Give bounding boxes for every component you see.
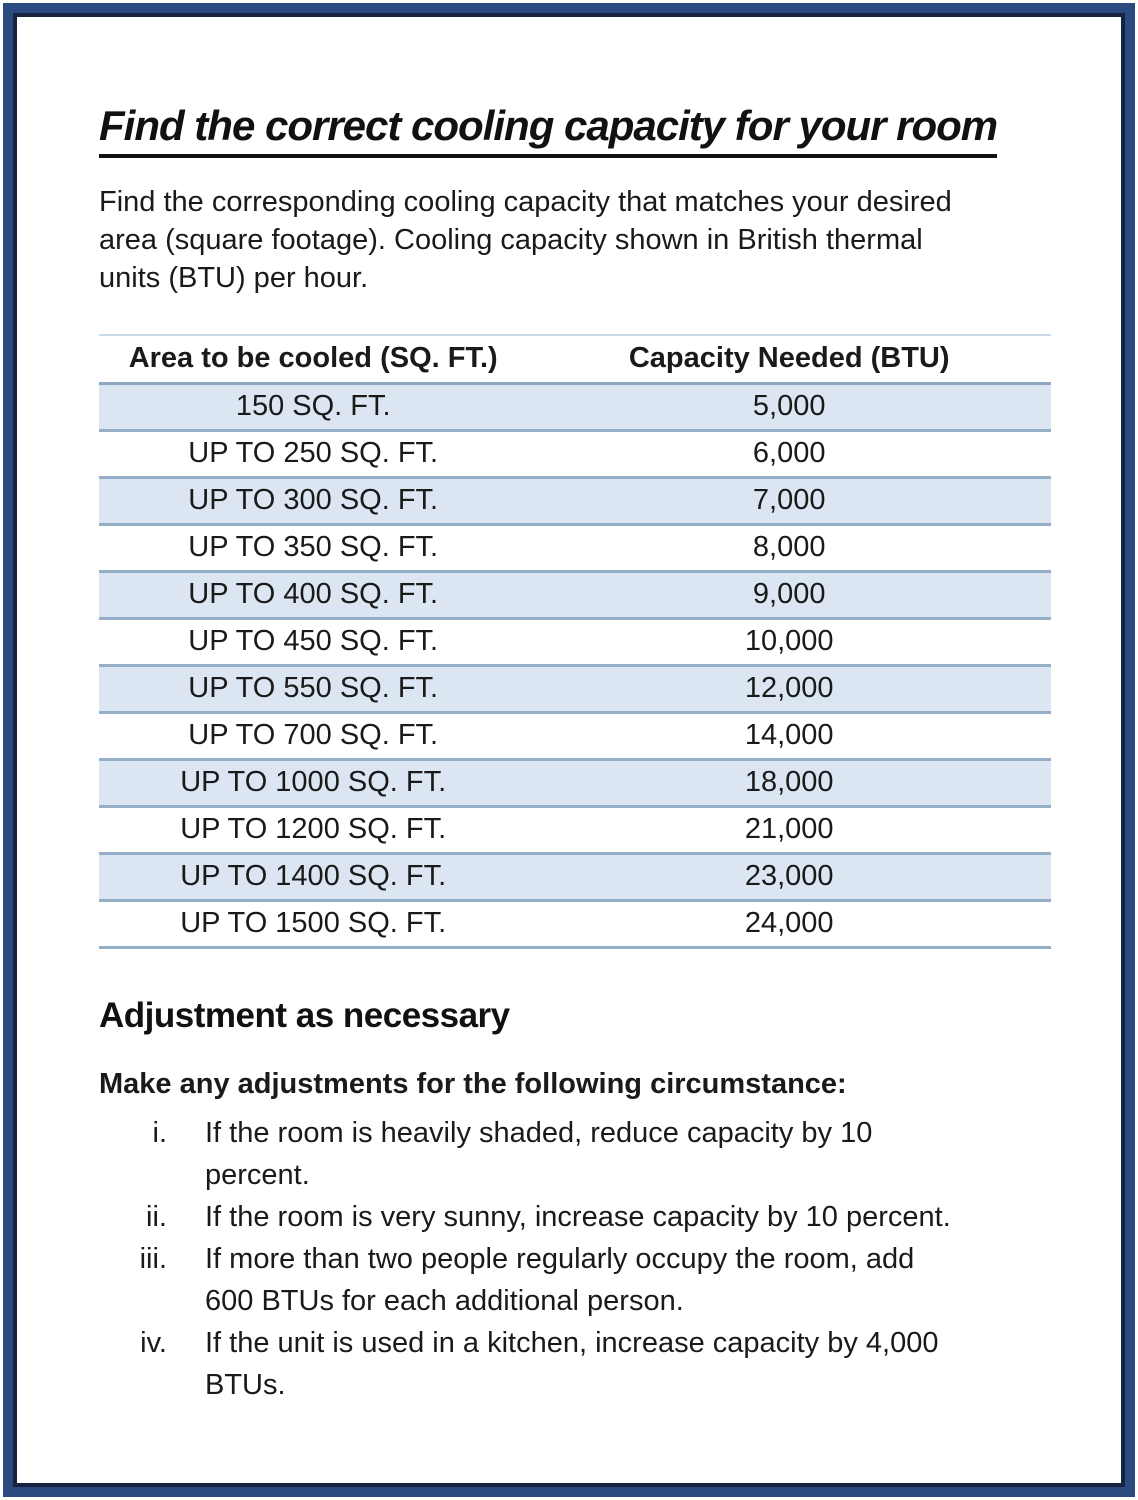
capacity-cell: 9,000 [527,571,1051,621]
adjustments-heading: Adjustment as necessary [99,996,510,1036]
table-row: UP TO 1500 SQ. FT. 24,000 [99,900,1051,950]
document-content: Find the correct cooling capacity for yo… [17,17,1121,1406]
intro-paragraph: Find the corresponding cooling capacity … [99,186,952,295]
area-cell: UP TO 1200 SQ. FT. [99,806,528,856]
page-title-text: Find the correct cooling capacity for yo… [99,101,998,159]
area-cell: UP TO 250 SQ. FT. [99,430,528,480]
table-header-row: Area to be cooled (SQ. FT.) Capacity Nee… [99,335,1051,386]
table-row: 150 SQ. FT. 5,000 [99,383,1051,433]
table-row: UP TO 350 SQ. FT. 8,000 [99,524,1051,574]
area-cell: UP TO 550 SQ. FT. [99,665,528,715]
table-row: UP TO 700 SQ. FT. 14,000 [99,712,1051,762]
table-header-area: Area to be cooled (SQ. FT.) [99,335,528,386]
area-cell: 150 SQ. FT. [99,383,528,433]
area-cell: UP TO 350 SQ. FT. [99,524,528,574]
capacity-cell: 5,000 [527,383,1051,433]
table-row: UP TO 1200 SQ. FT. 21,000 [99,806,1051,856]
area-cell: UP TO 300 SQ. FT. [99,477,528,527]
capacity-cell: 21,000 [527,806,1051,856]
capacity-cell: 6,000 [527,430,1051,480]
list-item: i. If the room is heavily shaded, reduce… [99,1112,1063,1196]
list-item-marker: ii. [146,1201,167,1234]
capacity-table: Area to be cooled (SQ. FT.) Capacity Nee… [99,334,1051,950]
table-row: UP TO 450 SQ. FT. 10,000 [99,618,1051,668]
area-cell: UP TO 400 SQ. FT. [99,571,528,621]
table-row: UP TO 400 SQ. FT. 9,000 [99,571,1051,621]
list-item-marker: i. [152,1117,168,1150]
page-border-outer: Find the correct cooling capacity for yo… [3,3,1135,1497]
list-item-text: If the room is very sunny, increase capa… [205,1201,951,1234]
list-item-text: If more than two people regularly occupy… [205,1243,915,1318]
list-item-marker: iv. [140,1327,167,1360]
adjustments-list: i. If the room is heavily shaded, reduce… [99,1112,1063,1406]
table-row: UP TO 1000 SQ. FT. 18,000 [99,759,1051,809]
list-item-text: If the room is heavily shaded, reduce ca… [205,1117,873,1192]
table-row: UP TO 250 SQ. FT. 6,000 [99,430,1051,480]
capacity-cell: 23,000 [527,853,1051,903]
list-item: ii. If the room is very sunny, increase … [99,1196,1063,1238]
table-header-capacity: Capacity Needed (BTU) [527,335,1051,386]
capacity-cell: 12,000 [527,665,1051,715]
area-cell: UP TO 700 SQ. FT. [99,712,528,762]
table-row: UP TO 1400 SQ. FT. 23,000 [99,853,1051,903]
page-border-inner: Find the correct cooling capacity for yo… [13,13,1125,1487]
area-cell: UP TO 1500 SQ. FT. [99,900,528,950]
page-title: Find the correct cooling capacity for yo… [99,101,1063,159]
list-item: iv. If the unit is used in a kitchen, in… [99,1322,1063,1406]
capacity-cell: 24,000 [527,900,1051,950]
area-cell: UP TO 450 SQ. FT. [99,618,528,668]
capacity-cell: 14,000 [527,712,1051,762]
table-row: UP TO 550 SQ. FT. 12,000 [99,665,1051,715]
capacity-cell: 8,000 [527,524,1051,574]
list-item-marker: iii. [139,1243,167,1276]
capacity-cell: 7,000 [527,477,1051,527]
adjustments-lead: Make any adjustments for the following c… [99,1068,847,1101]
list-item: iii. If more than two people regularly o… [99,1238,1063,1322]
list-item-text: If the unit is used in a kitchen, increa… [205,1327,939,1402]
capacity-cell: 18,000 [527,759,1051,809]
area-cell: UP TO 1400 SQ. FT. [99,853,528,903]
table-row: UP TO 300 SQ. FT. 7,000 [99,477,1051,527]
area-cell: UP TO 1000 SQ. FT. [99,759,528,809]
capacity-cell: 10,000 [527,618,1051,668]
